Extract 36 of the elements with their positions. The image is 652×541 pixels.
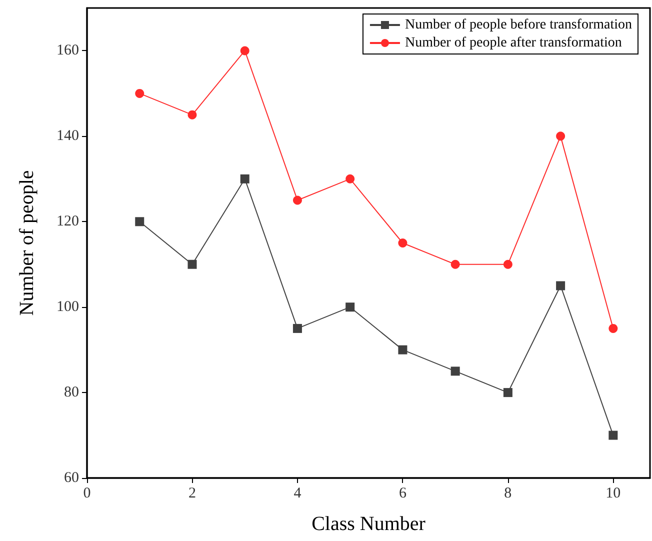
point <box>398 238 408 248</box>
y-axis-title: Number of people <box>16 170 38 316</box>
x-tick-label: 8 <box>504 486 512 502</box>
point <box>188 260 197 269</box>
point <box>450 366 460 376</box>
x-tick-label: 2 <box>188 486 196 502</box>
point <box>292 196 302 205</box>
legend-label: Number of people before transformation <box>404 18 632 32</box>
x-tick-label: 0 <box>83 486 91 502</box>
y-tick-label: 160 <box>56 42 79 59</box>
y-tick-label: 140 <box>56 128 79 144</box>
point <box>240 46 250 56</box>
point <box>135 217 144 226</box>
point <box>556 132 566 141</box>
x-tick-label: 4 <box>294 486 302 502</box>
point <box>188 110 197 120</box>
point <box>135 88 144 98</box>
point <box>346 174 355 184</box>
y-tick-label: 80 <box>64 384 79 401</box>
point <box>503 260 512 269</box>
point <box>398 345 408 354</box>
y-tick-label: 120 <box>56 214 79 230</box>
y-tick-label: 60 <box>64 470 79 486</box>
x-tick-label: 10 <box>606 486 621 502</box>
point <box>346 302 355 312</box>
point <box>503 388 512 398</box>
x-axis-title: Class Number <box>312 513 426 535</box>
point <box>556 281 566 290</box>
y-tick-label: 100 <box>56 299 79 316</box>
point <box>292 324 302 333</box>
point <box>608 430 618 440</box>
point <box>450 260 460 269</box>
point <box>608 324 618 333</box>
legend-label: Number of people after transformation <box>404 36 622 50</box>
point <box>240 174 250 184</box>
x-tick-label: 6 <box>398 486 407 502</box>
